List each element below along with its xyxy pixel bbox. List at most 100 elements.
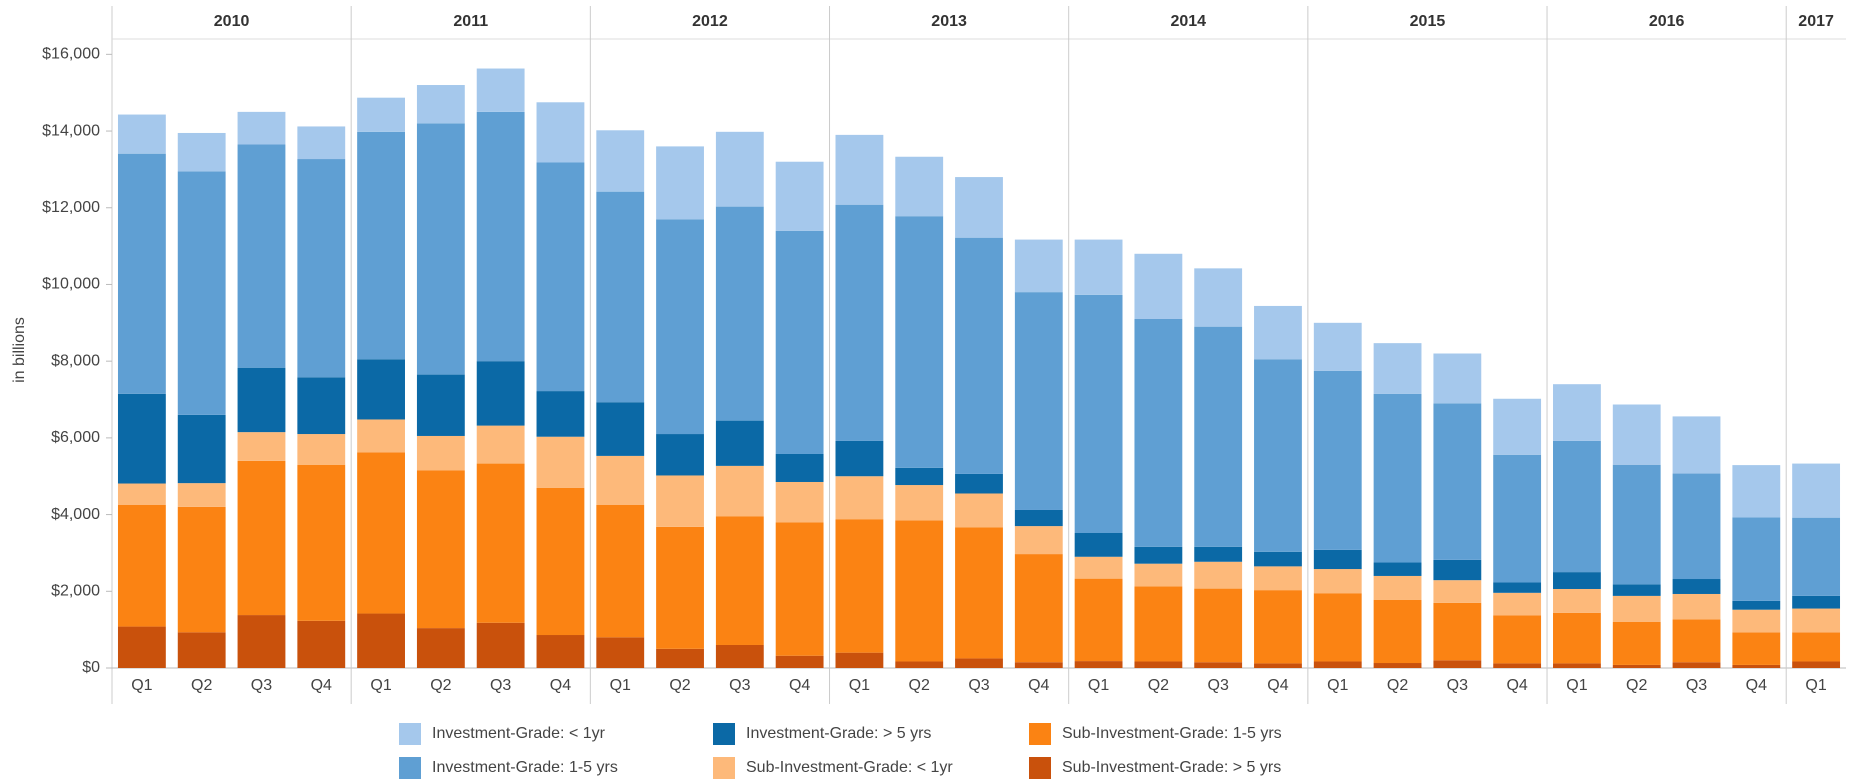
bar-segment: [297, 126, 346, 160]
bar-segment: [177, 414, 226, 484]
bar-segment: [1313, 661, 1362, 668]
bar-segment: [357, 452, 405, 614]
x-tick-label: Q3: [490, 677, 511, 694]
bar-segment: [237, 111, 286, 145]
bar-segment: [775, 481, 824, 523]
bar-segment: [1074, 661, 1123, 668]
bar-segment: [596, 402, 645, 456]
x-tick-label: Q3: [1686, 677, 1707, 694]
bar-segment: [656, 219, 704, 435]
bar-segment: [955, 177, 1003, 238]
bar-segment: [476, 361, 525, 426]
bar-segment: [297, 464, 346, 621]
legend-swatch: [713, 723, 735, 745]
bar-segment: [1792, 661, 1841, 668]
x-tick-label: Q4: [1267, 677, 1288, 694]
x-tick-label: Q2: [1148, 677, 1169, 694]
bar-segment: [1074, 532, 1123, 557]
bar-segment: [1433, 353, 1482, 404]
bar-segment: [955, 527, 1003, 659]
bar-segment: [775, 161, 824, 231]
bar-segment: [895, 520, 944, 662]
bar-segment: [1014, 509, 1063, 527]
x-tick-label: Q3: [1208, 677, 1229, 694]
bar-segment: [1373, 575, 1422, 600]
bar-segment: [1433, 660, 1482, 668]
bar-segment: [1074, 556, 1123, 579]
bar-segment: [297, 434, 346, 465]
bar-segment: [955, 237, 1003, 474]
bar-segment: [1134, 661, 1183, 668]
y-tick-label: $12,000: [42, 199, 100, 216]
bar-segment: [416, 628, 465, 668]
bar-segment: [895, 485, 944, 521]
bar-segment: [177, 506, 226, 633]
bar-segment: [1553, 440, 1601, 573]
bar-segment: [1254, 359, 1302, 552]
bar-segment: [1672, 619, 1721, 663]
bar-segment: [1194, 546, 1243, 562]
y-axis-label: in billions: [11, 317, 28, 383]
bar-segment: [596, 455, 645, 505]
bar-segment: [1672, 593, 1721, 620]
legend-label: Sub-Investment-Grade: 1-5 yrs: [1062, 725, 1282, 742]
bar-segment: [955, 658, 1003, 668]
bar-segment: [1134, 586, 1183, 662]
bar-segment: [237, 615, 286, 668]
bar-segment: [1313, 370, 1362, 550]
bar-segment: [1313, 593, 1362, 662]
bar-segment: [1433, 403, 1482, 560]
bar-segment: [177, 132, 226, 172]
bar-segment: [596, 637, 645, 668]
bar-segment: [117, 504, 166, 627]
bar-segment: [715, 420, 764, 466]
year-label: 2014: [1170, 13, 1206, 30]
bar-segment: [357, 359, 405, 420]
bar-segment: [1254, 663, 1302, 668]
bar-segment: [835, 519, 884, 653]
bar-segment: [715, 644, 764, 668]
y-tick-label: $0: [82, 659, 100, 676]
bar-segment: [1134, 253, 1183, 319]
legend-label: Investment-Grade: > 5 yrs: [746, 725, 931, 742]
bar-segment: [117, 626, 166, 668]
bar-segment: [1493, 592, 1542, 616]
bar-segment: [955, 473, 1003, 494]
bar-segment: [1672, 579, 1721, 594]
bar-segment: [1313, 322, 1362, 371]
year-label: 2016: [1649, 13, 1685, 30]
bar-segment: [357, 419, 405, 453]
bar-segment: [715, 516, 764, 645]
x-tick-label: Q4: [1028, 677, 1049, 694]
bar-segment: [416, 123, 465, 375]
bar-segment: [1433, 580, 1482, 603]
bar-segment: [835, 440, 884, 477]
bar-segment: [1612, 464, 1661, 585]
bar-segment: [476, 111, 525, 362]
bar-segment: [1553, 612, 1601, 664]
bar-segment: [1792, 463, 1841, 518]
year-label: 2012: [692, 13, 728, 30]
y-tick-label: $4,000: [51, 506, 100, 523]
bar-segment: [715, 206, 764, 421]
x-tick-label: Q1: [610, 677, 631, 694]
bar-segment: [1672, 416, 1721, 474]
bar-segment: [1074, 294, 1123, 533]
x-tick-label: Q1: [1088, 677, 1109, 694]
bar-segment: [476, 425, 525, 464]
bar-segment: [416, 470, 465, 629]
bar-segment: [1373, 663, 1422, 668]
y-tick-label: $2,000: [51, 583, 100, 600]
bar-segment: [476, 463, 525, 623]
bar-segment: [596, 504, 645, 638]
legend-label: Investment-Grade: 1-5 yrs: [432, 759, 618, 776]
bar-segment: [715, 131, 764, 207]
legend-swatch: [1029, 757, 1051, 779]
bar-segment: [1732, 609, 1781, 633]
bar-segment: [1553, 663, 1601, 668]
bar-segment: [1493, 663, 1542, 668]
bar-segment: [1792, 632, 1841, 662]
bar-segment: [536, 635, 585, 668]
x-tick-label: Q1: [849, 677, 870, 694]
legend-swatch: [399, 757, 421, 779]
